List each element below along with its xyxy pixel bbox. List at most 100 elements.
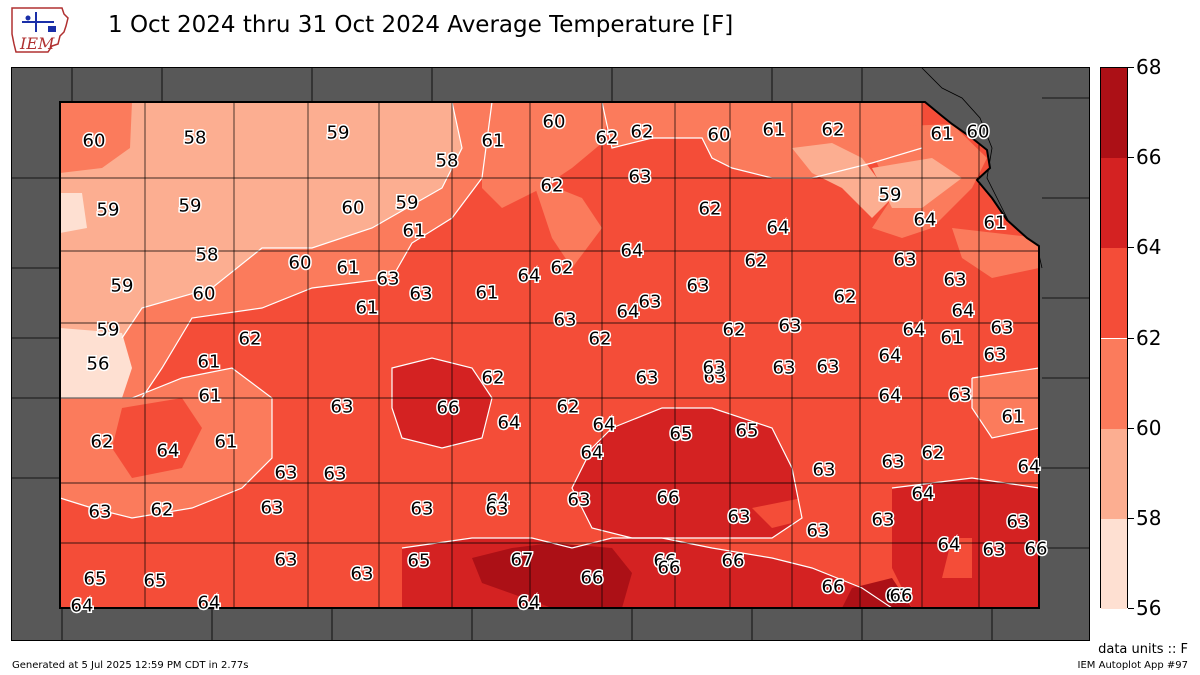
map-title: 1 Oct 2024 thru 31 Oct 2024 Average Temp… — [108, 12, 734, 38]
station-value: 60 — [342, 198, 365, 219]
colorbar-tick-label: 60 — [1136, 415, 1162, 440]
station-value: 65 — [84, 569, 107, 590]
station-value: 66 — [657, 488, 680, 509]
station-value: 64 — [952, 301, 975, 322]
colorbar-segment — [1101, 158, 1127, 249]
county-lines — [60, 102, 1039, 608]
station-value: 62 — [699, 199, 722, 220]
station-value: 64 — [487, 491, 510, 512]
station-value: 59 — [327, 123, 350, 144]
station-value: 66 — [890, 586, 913, 607]
station-value: 62 — [723, 320, 746, 341]
station-value: 58 — [436, 151, 459, 172]
station-value: 64 — [1018, 457, 1041, 478]
station-value: 63 — [894, 250, 917, 271]
temperature-map: 60 58 59 58 61 60 62 62 60 61 62 61 60 59 59 60 59 62 63 62… — [12, 68, 1089, 640]
station-value: 63 — [882, 452, 905, 473]
colorbar-tick-label: 56 — [1136, 596, 1162, 620]
colorbar-segment — [1101, 518, 1127, 609]
station-value: 63 — [636, 368, 659, 389]
colorbar-tick — [1128, 517, 1134, 519]
station-value: 64 — [767, 218, 790, 239]
station-value: 66 — [654, 551, 677, 572]
units-label: data units :: F — [1098, 642, 1188, 657]
map-panel: 60 58 59 58 61 60 62 62 60 61 62 61 60 59 59 60 59 62 63 62… — [11, 67, 1090, 641]
station-value: 62 — [631, 122, 654, 143]
station-value: 63 — [1007, 512, 1030, 533]
station-value: 63 — [779, 316, 802, 337]
station-value: 63 — [983, 540, 1006, 561]
colorbar-tick — [1128, 157, 1134, 159]
colorbar-tick — [1128, 337, 1134, 339]
station-value: 64 — [879, 346, 902, 367]
iem-logo: IEM — [8, 4, 72, 58]
station-value: 62 — [239, 329, 262, 350]
colorbar-segment — [1101, 248, 1127, 339]
station-value: 61 — [984, 213, 1007, 234]
station-value: 63 — [949, 385, 972, 406]
station-value: 64 — [581, 443, 604, 464]
generated-timestamp: Generated at 5 Jul 2025 12:59 PM CDT in … — [12, 660, 249, 671]
station-value: 62 — [589, 329, 612, 350]
station-value: 56 — [87, 354, 110, 375]
colorbar-tick-label: 66 — [1136, 145, 1162, 170]
station-value: 59 — [97, 320, 120, 341]
colorbar-tick — [1128, 247, 1134, 249]
station-value: 63 — [410, 284, 433, 305]
station-value: 64 — [498, 413, 521, 434]
station-value: 61 — [482, 131, 505, 152]
colorbar-tick-label: 64 — [1136, 235, 1162, 260]
station-value: 63 — [703, 358, 726, 379]
station-value: 63 — [411, 499, 434, 520]
station-value: 63 — [568, 490, 591, 511]
station-value: 63 — [813, 460, 836, 481]
station-value: 64 — [617, 302, 640, 323]
station-value: 66 — [581, 568, 604, 589]
station-value: 59 — [111, 276, 134, 297]
station-value: 59 — [179, 196, 202, 217]
station-value: 61 — [215, 432, 238, 453]
station-value: 60 — [967, 122, 990, 143]
station-value: 61 — [403, 221, 426, 242]
colorbar-tick — [1128, 427, 1134, 429]
station-value: 63 — [486, 499, 509, 520]
station-value: 66 — [1025, 539, 1048, 560]
station-value: 61 — [199, 386, 222, 407]
colorbar-tick — [1128, 67, 1134, 68]
station-value: 63 — [807, 521, 830, 542]
station-value: 66 — [722, 551, 745, 572]
station-value: 63 — [984, 345, 1007, 366]
station-value: 61 — [931, 124, 954, 145]
station-value: 59 — [97, 200, 120, 221]
station-value: 60 — [708, 125, 731, 146]
station-value: 66 — [437, 398, 460, 419]
station-value: 63 — [991, 318, 1014, 339]
station-value: 65 — [144, 571, 167, 592]
station-value: 62 — [482, 368, 505, 389]
station-value: 61 — [337, 258, 360, 279]
contour-lines — [59, 101, 1040, 609]
station-value: 61 — [941, 328, 964, 349]
station-value: 63 — [275, 550, 298, 571]
station-value: 62 — [596, 128, 619, 149]
station-value: 62 — [922, 443, 945, 464]
logo-text: IEM — [19, 34, 55, 53]
colorbar-tick-label: 62 — [1136, 325, 1162, 350]
station-value: 63 — [324, 464, 347, 485]
station-value: 64 — [71, 596, 94, 617]
station-value: 64 — [518, 593, 541, 614]
station-value: 59 — [879, 185, 902, 206]
station-value: 61 — [476, 283, 499, 304]
station-value: 64 — [879, 386, 902, 407]
station-value: 64 — [912, 484, 935, 505]
station-value: 63 — [817, 357, 840, 378]
station-value: 60 — [289, 253, 312, 274]
station-value: 58 — [196, 245, 219, 266]
station-value: 63 — [89, 502, 112, 523]
station-value: 64 — [198, 593, 221, 614]
temperature-fill — [60, 102, 1039, 608]
station-value: 58 — [184, 128, 207, 149]
station-value: 64 — [903, 320, 926, 341]
station-value: 64 — [914, 210, 937, 231]
station-value: 66 — [658, 558, 681, 579]
